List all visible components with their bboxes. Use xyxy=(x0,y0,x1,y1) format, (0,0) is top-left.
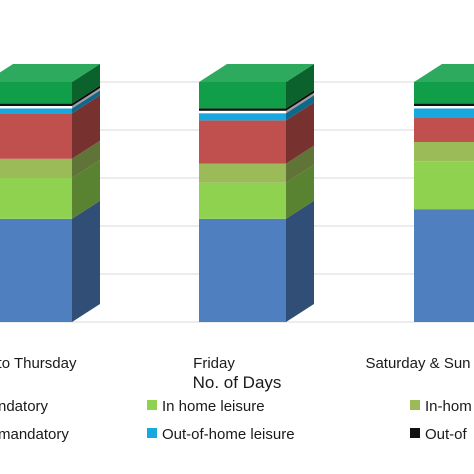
bar-side xyxy=(286,145,314,183)
bar-front xyxy=(0,108,72,114)
legend-item: Out-of-home leisure xyxy=(147,426,295,443)
legend-swatch xyxy=(410,428,420,438)
bar-segment xyxy=(414,118,474,142)
bar-segment xyxy=(199,102,314,164)
legend-label: ndatory xyxy=(0,398,49,415)
bar-stack-0 xyxy=(0,64,100,322)
bar-front xyxy=(0,178,72,219)
bar-side xyxy=(72,140,100,178)
bar-side xyxy=(286,200,314,322)
bars-group xyxy=(0,64,474,322)
bar-side xyxy=(72,160,100,219)
bar-segment xyxy=(199,200,314,322)
legend-label: Out-of xyxy=(425,426,468,443)
category-label: Saturday & Sun xyxy=(365,355,470,372)
legend-label: In-hom xyxy=(425,398,472,415)
bar-front xyxy=(0,218,72,322)
legend-label: Out-of-home leisure xyxy=(162,426,295,443)
bar-segment xyxy=(199,145,314,183)
bar-front xyxy=(414,106,474,109)
bar-front xyxy=(414,209,474,322)
legend-item: In home leisure xyxy=(147,398,265,415)
legend-item: mandatory xyxy=(0,426,69,443)
bar-side xyxy=(72,95,100,159)
bar-stack-2 xyxy=(414,64,474,322)
bar-top xyxy=(0,64,100,82)
bar-side xyxy=(286,64,314,109)
x-axis-title: No. of Days xyxy=(193,373,282,392)
bar-front xyxy=(199,163,286,183)
bar-segment xyxy=(199,64,314,109)
bar-side xyxy=(72,88,100,109)
bar-segment xyxy=(0,64,100,104)
bar-top xyxy=(199,64,314,82)
bar-front xyxy=(199,113,286,121)
legend-item: In-hom xyxy=(410,398,472,415)
bar-segment xyxy=(0,85,100,106)
bar-segment xyxy=(0,95,100,159)
bar-segment xyxy=(414,82,474,104)
bar-front xyxy=(199,82,286,109)
bar-stack-1 xyxy=(199,64,314,322)
legend-label: mandatory xyxy=(0,426,69,443)
legend-label: In home leisure xyxy=(162,398,265,415)
bar-top xyxy=(414,64,474,82)
bar-side xyxy=(72,64,100,104)
bar-segment xyxy=(0,200,100,322)
category-labels: to Thursday Friday Saturday & Sun xyxy=(0,355,471,372)
bar-front xyxy=(199,110,286,114)
category-label: to Thursday xyxy=(0,355,77,372)
bar-segment xyxy=(414,209,474,322)
legend-item: Out-of xyxy=(410,426,468,443)
bar-segment xyxy=(199,90,314,111)
bar-segment xyxy=(0,88,100,109)
bar-front xyxy=(0,106,72,109)
bar-front xyxy=(199,218,286,322)
legend-swatch xyxy=(147,400,157,410)
bar-side xyxy=(286,102,314,164)
bar-segment xyxy=(0,90,100,114)
bar-front xyxy=(414,103,474,106)
bar-front xyxy=(0,82,72,104)
bar-side xyxy=(72,200,100,322)
bar-side xyxy=(72,85,100,106)
bar-front xyxy=(414,108,474,118)
bar-side xyxy=(72,90,100,114)
bar-segment xyxy=(414,106,474,109)
bar-front xyxy=(199,182,286,219)
bar-segment xyxy=(414,142,474,162)
bar-front xyxy=(414,161,474,210)
bar-side xyxy=(286,90,314,111)
bar-front xyxy=(414,142,474,162)
bar-side xyxy=(286,92,314,114)
bar-front xyxy=(199,120,286,164)
bar-front xyxy=(414,118,474,142)
bar-segment xyxy=(199,92,314,114)
bar-front xyxy=(414,82,474,104)
bar-segment xyxy=(0,160,100,219)
legend-swatch xyxy=(410,400,420,410)
bar-segment xyxy=(0,140,100,178)
bar-front xyxy=(0,103,72,106)
bar-segment xyxy=(414,161,474,210)
category-label: Friday xyxy=(193,355,235,372)
bar-front xyxy=(0,113,72,159)
bar-segment xyxy=(414,103,474,106)
legend-item: ndatory xyxy=(0,398,49,415)
bar-segment xyxy=(414,108,474,118)
legend-swatch xyxy=(147,428,157,438)
bar-segment xyxy=(199,95,314,121)
bar-side xyxy=(286,95,314,121)
bar-front xyxy=(0,158,72,178)
bar-segment xyxy=(199,164,314,219)
bar-front xyxy=(199,108,286,111)
legend: ndatory In home leisure In-hom mandatory Out… xyxy=(0,398,472,443)
